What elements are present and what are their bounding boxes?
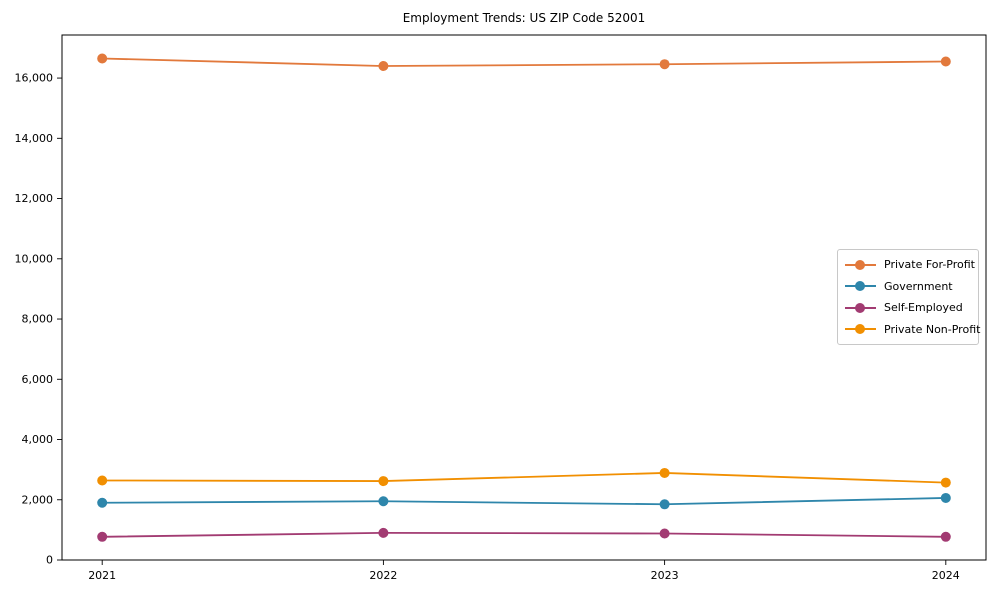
legend-marker-government-icon: [845, 281, 876, 292]
x-tick-label: 2021: [88, 569, 116, 582]
data-point-government-2021: [97, 497, 108, 508]
data-point-private-for-profit-2021: [97, 53, 108, 64]
y-tick-label: 10,000: [15, 252, 54, 265]
legend: Private For-Profit Government Self-Employe…: [837, 249, 980, 345]
data-point-private-for-profit-2023: [659, 59, 670, 70]
legend-marker-private-non-profit-icon: [845, 324, 876, 335]
data-point-private-non-profit-2023: [659, 467, 670, 478]
legend-label: Government: [884, 279, 953, 293]
legend-label: Private Non-Profit: [884, 322, 981, 336]
data-point-self-employed-2021: [97, 531, 108, 542]
legend-marker-self-employed-icon: [845, 302, 876, 313]
data-point-private-non-profit-2022: [378, 476, 389, 487]
y-tick-label: 12,000: [15, 192, 54, 205]
data-point-private-for-profit-2022: [378, 61, 389, 72]
y-tick-label: 8,000: [22, 313, 54, 326]
series-line-private-non-profit: [102, 472, 946, 484]
data-point-private-non-profit-2021: [97, 475, 108, 486]
x-tick-label: 2023: [651, 569, 679, 582]
data-point-private-for-profit-2024: [940, 56, 951, 67]
series-line-private-for-profit: [102, 57, 946, 67]
legend-item-private-non-profit: Private Non-Profit: [845, 319, 980, 339]
data-point-self-employed-2024: [940, 531, 951, 542]
data-point-government-2022: [378, 496, 389, 507]
legend-item-self-employed: Self-Employed: [845, 298, 971, 318]
data-point-government-2023: [659, 499, 670, 510]
data-point-self-employed-2022: [378, 527, 389, 538]
series-layer: [97, 53, 951, 542]
y-tick-label: 0: [46, 554, 53, 567]
legend-label: Private For-Profit: [884, 258, 975, 272]
y-tick-label: 4,000: [22, 433, 54, 446]
data-point-self-employed-2023: [659, 528, 670, 539]
y-tick-label: 16,000: [15, 72, 54, 85]
series-line-government: [102, 497, 946, 506]
data-point-government-2024: [940, 492, 951, 503]
series-line-self-employed: [102, 531, 946, 538]
legend-label: Self-Employed: [884, 301, 963, 315]
chart-title: Employment Trends: US ZIP Code 52001: [403, 11, 646, 25]
legend-item-private-for-profit: Private For-Profit: [845, 255, 975, 275]
legend-item-government: Government: [845, 276, 971, 296]
x-tick-label: 2022: [369, 569, 397, 582]
y-tick-label: 14,000: [15, 132, 54, 145]
plot-border: [61, 34, 987, 561]
data-point-private-non-profit-2024: [940, 477, 951, 488]
y-tick-label: 6,000: [22, 373, 54, 386]
legend-marker-private-for-profit-icon: [845, 259, 876, 270]
x-tick-label: 2024: [932, 569, 960, 582]
axes-ticks: 0 2,000 4,000 6,000 8,000 10,000 12,000 14,000 1…: [15, 72, 960, 582]
y-tick-label: 2,000: [22, 493, 54, 506]
